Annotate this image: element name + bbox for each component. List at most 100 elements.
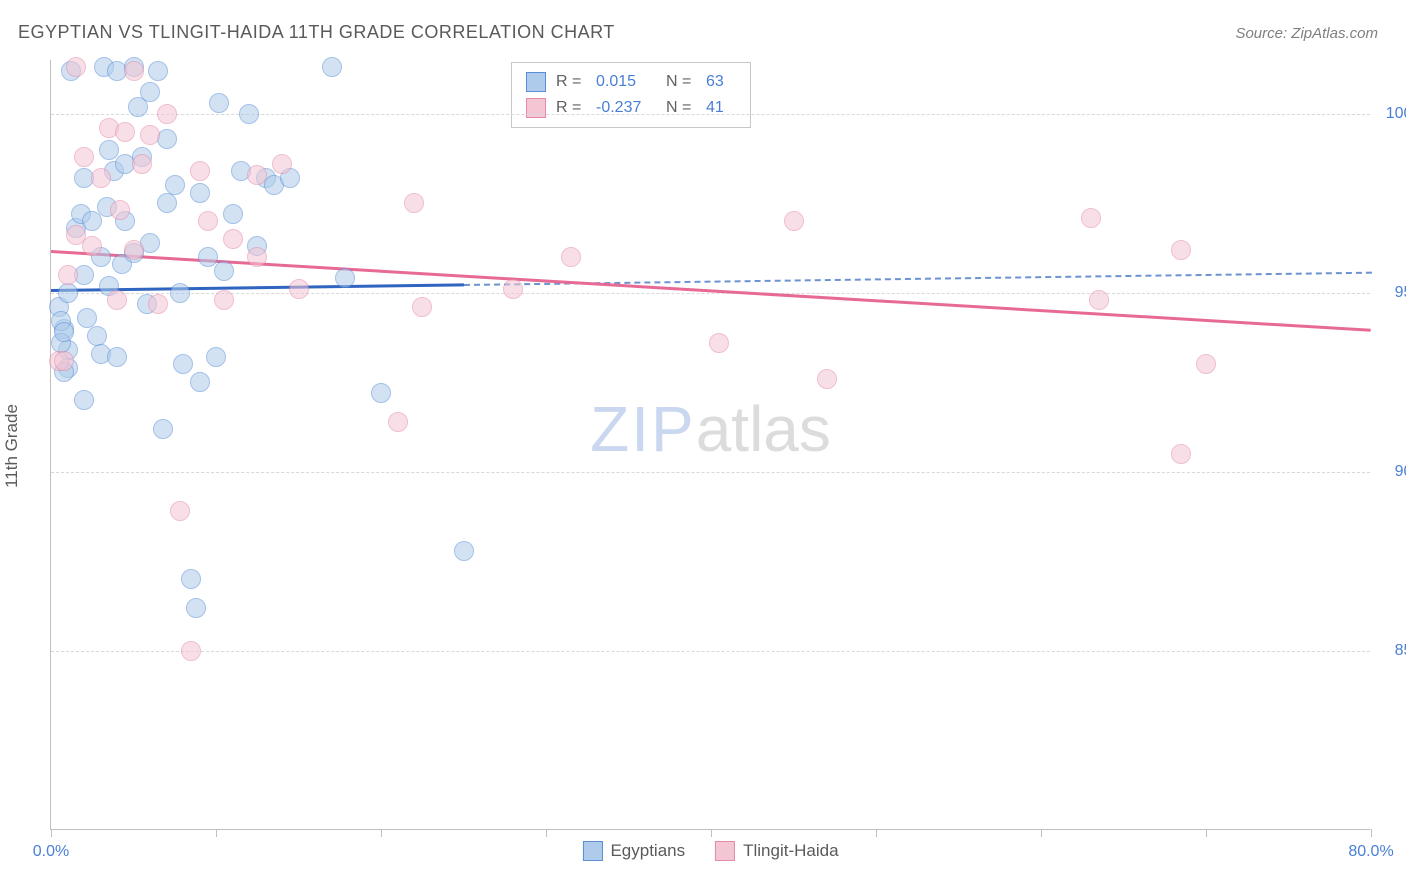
ytick-label: 95.0% — [1380, 284, 1406, 302]
scatter-point — [165, 175, 185, 195]
scatter-point — [170, 501, 190, 521]
scatter-point — [115, 122, 135, 142]
scatter-point — [181, 641, 201, 661]
xtick — [1041, 829, 1042, 837]
scatter-point — [454, 541, 474, 561]
scatter-point — [190, 161, 210, 181]
xtick — [1371, 829, 1372, 837]
scatter-point — [1089, 290, 1109, 310]
scatter-point — [124, 240, 144, 260]
legend-item: Tlingit-Haida — [715, 841, 838, 861]
scatter-point — [206, 347, 226, 367]
scatter-point — [371, 383, 391, 403]
scatter-point — [91, 168, 111, 188]
scatter-point — [247, 165, 267, 185]
scatter-point — [1196, 354, 1216, 374]
scatter-point — [709, 333, 729, 353]
legend-item: Egyptians — [582, 841, 685, 861]
scatter-point — [110, 200, 130, 220]
scatter-point — [404, 193, 424, 213]
scatter-point — [124, 61, 144, 81]
scatter-point — [140, 82, 160, 102]
scatter-point — [107, 290, 127, 310]
series-legend: Egyptians Tlingit-Haida — [582, 841, 838, 861]
scatter-point — [170, 283, 190, 303]
n-value: 41 — [706, 95, 736, 121]
scatter-point — [66, 57, 86, 77]
scatter-point — [107, 347, 127, 367]
scatter-point — [82, 236, 102, 256]
scatter-point — [173, 354, 193, 374]
plot-area: ZIPatlas R =0.015N =63R =-0.237N =41 Egy… — [50, 60, 1370, 830]
scatter-point — [223, 204, 243, 224]
scatter-point — [503, 279, 523, 299]
chart-title: EGYPTIAN VS TLINGIT-HAIDA 11TH GRADE COR… — [18, 22, 615, 43]
scatter-point — [99, 140, 119, 160]
y-axis-label: 11th Grade — [2, 404, 22, 488]
ytick-label: 90.0% — [1380, 463, 1406, 481]
scatter-point — [198, 211, 218, 231]
legend-label: Tlingit-Haida — [743, 841, 838, 861]
scatter-point — [186, 598, 206, 618]
scatter-point — [58, 283, 78, 303]
scatter-point — [335, 268, 355, 288]
legend-swatch — [526, 72, 546, 92]
scatter-point — [153, 419, 173, 439]
scatter-point — [190, 183, 210, 203]
xtick — [546, 829, 547, 837]
r-label: R = — [556, 95, 586, 121]
scatter-point — [54, 322, 74, 342]
xtick — [1206, 829, 1207, 837]
xtick-label: 0.0% — [33, 843, 69, 861]
gridline — [51, 651, 1370, 652]
legend-label: Egyptians — [610, 841, 685, 861]
scatter-point — [82, 211, 102, 231]
scatter-point — [239, 104, 259, 124]
chart-container: EGYPTIAN VS TLINGIT-HAIDA 11TH GRADE COR… — [0, 0, 1406, 892]
scatter-point — [58, 265, 78, 285]
scatter-point — [214, 261, 234, 281]
scatter-point — [132, 154, 152, 174]
ytick-label: 85.0% — [1380, 642, 1406, 660]
xtick — [216, 829, 217, 837]
legend-swatch — [582, 841, 602, 861]
source-label: Source: ZipAtlas.com — [1235, 25, 1378, 42]
scatter-point — [322, 57, 342, 77]
legend-row: R =0.015N =63 — [526, 69, 736, 95]
scatter-point — [87, 326, 107, 346]
scatter-point — [74, 147, 94, 167]
correlation-legend: R =0.015N =63R = -0.237 N = 41 — [511, 62, 751, 128]
scatter-point — [272, 154, 292, 174]
scatter-point — [214, 290, 234, 310]
scatter-point — [148, 61, 168, 81]
xtick — [711, 829, 712, 837]
xtick-label: 80.0% — [1348, 843, 1393, 861]
scatter-point — [140, 125, 160, 145]
scatter-point — [817, 369, 837, 389]
scatter-point — [289, 279, 309, 299]
scatter-point — [412, 297, 432, 317]
scatter-point — [247, 247, 267, 267]
gridline — [51, 293, 1370, 294]
legend-swatch — [526, 98, 546, 118]
scatter-point — [1171, 240, 1191, 260]
xtick — [51, 829, 52, 837]
scatter-point — [209, 93, 229, 113]
scatter-point — [1171, 444, 1191, 464]
scatter-point — [181, 569, 201, 589]
gridline — [51, 472, 1370, 473]
scatter-point — [198, 247, 218, 267]
n-label: N = — [666, 95, 696, 121]
scatter-point — [74, 390, 94, 410]
scatter-point — [148, 294, 168, 314]
scatter-point — [388, 412, 408, 432]
ytick-label: 100.0% — [1380, 105, 1406, 123]
watermark: ZIPatlas — [590, 392, 831, 466]
xtick — [876, 829, 877, 837]
scatter-point — [223, 229, 243, 249]
scatter-point — [77, 308, 97, 328]
r-label: R = — [556, 69, 586, 95]
r-value: -0.237 — [596, 95, 656, 121]
scatter-point — [784, 211, 804, 231]
n-value: 63 — [706, 69, 736, 95]
